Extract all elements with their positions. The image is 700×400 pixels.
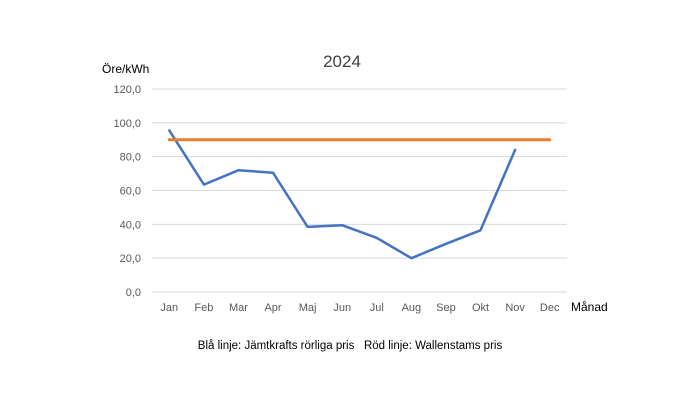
x-tick-label: Maj [299, 302, 317, 314]
x-tick-label: Sep [436, 302, 456, 314]
x-tick-label: Jul [370, 302, 384, 314]
y-axis-ticks: 0,0 20,0 40,0 60,0 80,0 100,0 120,0 [113, 84, 141, 299]
y-tick-label: 0,0 [126, 287, 141, 299]
y-tick-label: 20,0 [120, 253, 141, 265]
x-tick-label: Feb [194, 302, 213, 314]
x-tick-label: Jan [160, 302, 178, 314]
caption-red-line: Röd linje: Wallenstams pris [363, 340, 503, 352]
y-tick-label: 100,0 [113, 118, 141, 130]
x-tick-label: Apr [264, 302, 281, 314]
chart-title: 2024 [323, 52, 361, 71]
x-tick-label: Okt [472, 302, 489, 314]
gridlines [152, 88, 567, 293]
y-tick-label: 80,0 [120, 152, 141, 164]
y-tick-label: 120,0 [113, 84, 141, 96]
x-tick-label: Jun [333, 302, 351, 314]
chart-caption: Blå linje: Jämtkrafts rörliga pris Röd l… [0, 340, 700, 352]
series-lines [167, 129, 552, 260]
caption-blue-line: Blå linje: Jämtkrafts rörliga pris [197, 340, 355, 352]
x-axis-label: Månad [571, 300, 608, 314]
x-tick-label: Aug [402, 302, 422, 314]
x-tick-label: Mar [229, 302, 248, 314]
x-tick-label: Nov [505, 302, 525, 314]
series-line-blue [168, 129, 517, 260]
y-tick-label: 40,0 [120, 219, 141, 231]
y-axis-label: Öre/kWh [102, 62, 149, 76]
x-axis-ticks: Jan Feb Mar Apr Maj Jun Jul Aug Sep Okt Nov Dec [160, 302, 560, 314]
x-tick-label: Dec [540, 302, 560, 314]
y-tick-label: 60,0 [120, 186, 141, 198]
